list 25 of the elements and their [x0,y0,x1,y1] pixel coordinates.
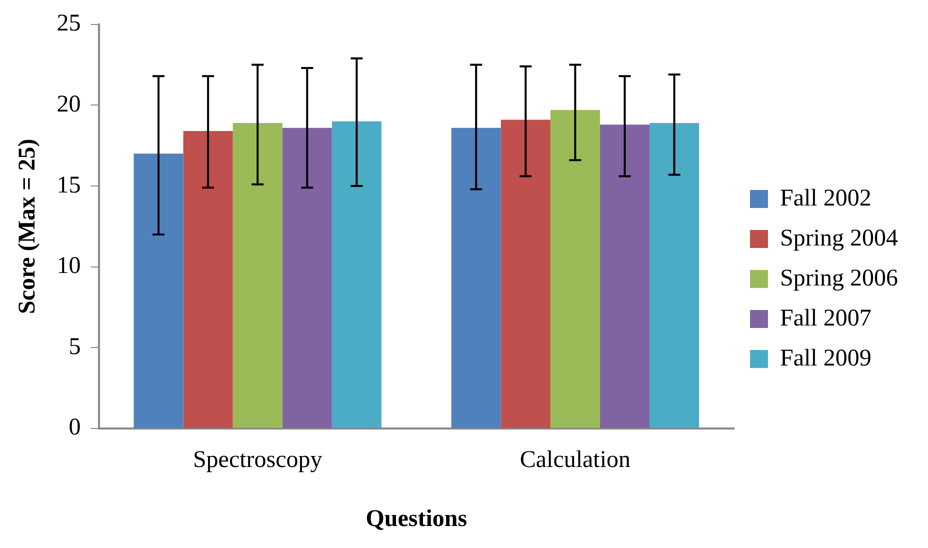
x-tick-label: Spectroscopy [192,447,322,474]
y-tick-label: 0 [68,414,81,441]
bar [600,124,650,428]
y-tick-label: 10 [56,253,81,280]
legend-label: Fall 2007 [780,305,872,332]
bar [183,131,233,428]
bar [332,121,382,428]
legend-label: Spring 2004 [780,225,898,252]
bar [134,154,184,428]
y-tick-label: 25 [56,10,81,37]
legend-label: Fall 2002 [780,185,872,212]
y-axis-title: Score (Max = 25) [14,138,41,314]
bar [451,128,501,428]
legend-label: Spring 2006 [780,265,898,292]
legend-label: Fall 2009 [780,345,872,372]
bar [650,122,700,428]
y-tick-label: 20 [56,91,81,118]
y-tick-label: 5 [68,334,81,360]
bar [500,120,550,428]
bar [550,110,600,428]
bar [282,128,332,428]
y-tick-label: 15 [56,172,81,198]
bar [232,122,282,428]
x-axis-title: Questions [366,506,468,532]
x-tick-label: Calculation [520,447,631,474]
